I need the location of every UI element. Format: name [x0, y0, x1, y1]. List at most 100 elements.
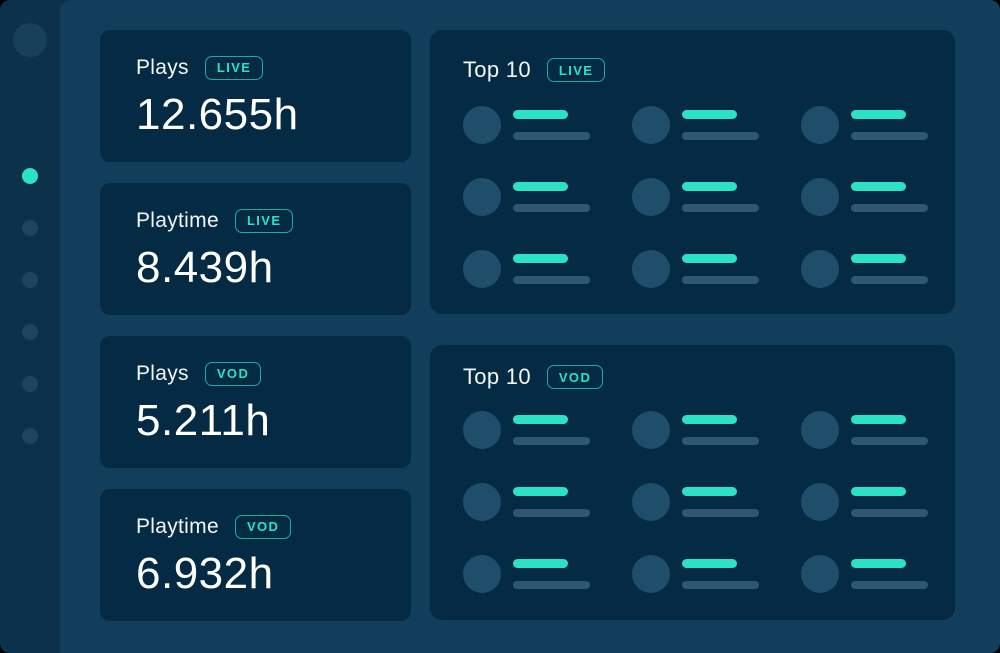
text-bars-placeholder [851, 254, 928, 284]
sidebar-nav-dot[interactable] [22, 428, 38, 444]
title-bar-placeholder [851, 182, 906, 191]
subtitle-bar-placeholder [851, 204, 928, 212]
avatar-placeholder [463, 178, 501, 216]
top10-vod-panel: Top 10 VOD [430, 345, 955, 620]
text-bars-placeholder [851, 110, 928, 140]
top10-item-placeholder [801, 106, 929, 144]
title-bar-placeholder [682, 110, 737, 119]
panel-title: Top 10 [463, 364, 531, 389]
text-bars-placeholder [513, 182, 590, 212]
vod-badge: VOD [546, 365, 604, 389]
avatar-placeholder [632, 483, 670, 521]
subtitle-bar-placeholder [851, 509, 928, 517]
text-bars-placeholder [682, 559, 759, 589]
title-bar-placeholder [513, 254, 568, 263]
top10-item-placeholder [632, 483, 760, 521]
top10-item-placeholder [801, 250, 929, 288]
top10-item-placeholder [463, 178, 591, 216]
title-bar-placeholder [513, 182, 568, 191]
stat-value: 12.655h [136, 89, 299, 139]
stat-label: Plays [136, 361, 189, 385]
stat-card-plays-live: Plays LIVE 12.655h [100, 30, 411, 162]
title-bar-placeholder [851, 487, 906, 496]
text-bars-placeholder [682, 415, 759, 445]
title-bar-placeholder [682, 182, 737, 191]
avatar-placeholder [463, 555, 501, 593]
top10-item-placeholder [632, 178, 760, 216]
text-bars-placeholder [851, 559, 928, 589]
stat-card-header: Plays LIVE [136, 55, 411, 80]
subtitle-bar-placeholder [682, 132, 759, 140]
top10-item-placeholder [801, 483, 929, 521]
avatar-placeholder [801, 178, 839, 216]
avatar-placeholder [632, 411, 670, 449]
avatar-placeholder [632, 555, 670, 593]
avatar-placeholder [801, 555, 839, 593]
avatar-placeholder [801, 250, 839, 288]
avatar-placeholder [463, 106, 501, 144]
main-content: Plays LIVE 12.655h Playtime LIVE 8.439h … [60, 0, 1000, 653]
sidebar-nav-dot[interactable] [22, 376, 38, 392]
top10-live-panel: Top 10 LIVE [430, 30, 955, 314]
top10-live-grid [463, 106, 929, 288]
top10-item-placeholder [632, 411, 760, 449]
subtitle-bar-placeholder [513, 132, 590, 140]
subtitle-bar-placeholder [851, 132, 928, 140]
avatar-placeholder [463, 483, 501, 521]
panel-title: Top 10 [463, 57, 531, 82]
stat-value: 5.211h [136, 395, 271, 445]
text-bars-placeholder [682, 110, 759, 140]
text-bars-placeholder [851, 415, 928, 445]
title-bar-placeholder [682, 487, 737, 496]
stat-label: Plays [136, 55, 189, 79]
stat-card-header: Plays VOD [136, 361, 411, 386]
stat-card-header: Playtime VOD [136, 514, 411, 539]
top10-item-placeholder [463, 411, 591, 449]
stat-card-plays-vod: Plays VOD 5.211h [100, 336, 411, 468]
stat-label: Playtime [136, 208, 219, 232]
avatar-placeholder [632, 106, 670, 144]
avatar-placeholder [632, 178, 670, 216]
title-bar-placeholder [851, 254, 906, 263]
logo-avatar[interactable] [13, 23, 47, 57]
subtitle-bar-placeholder [851, 581, 928, 589]
sidebar-nav-dot-active[interactable] [22, 168, 38, 184]
avatar-placeholder [801, 106, 839, 144]
text-bars-placeholder [851, 487, 928, 517]
subtitle-bar-placeholder [682, 276, 759, 284]
stat-card-playtime-vod: Playtime VOD 6.932h [100, 489, 411, 621]
text-bars-placeholder [513, 415, 590, 445]
text-bars-placeholder [682, 254, 759, 284]
subtitle-bar-placeholder [682, 437, 759, 445]
sidebar-nav [22, 168, 38, 444]
title-bar-placeholder [513, 110, 568, 119]
subtitle-bar-placeholder [513, 276, 590, 284]
sidebar-nav-dot[interactable] [22, 220, 38, 236]
subtitle-bar-placeholder [513, 581, 590, 589]
sidebar [0, 0, 60, 653]
text-bars-placeholder [682, 487, 759, 517]
sidebar-nav-dot[interactable] [22, 324, 38, 340]
subtitle-bar-placeholder [682, 204, 759, 212]
avatar-placeholder [632, 250, 670, 288]
top10-item-placeholder [463, 106, 591, 144]
avatar-placeholder [801, 411, 839, 449]
title-bar-placeholder [513, 415, 568, 424]
top10-item-placeholder [463, 483, 591, 521]
top10-item-placeholder [801, 178, 929, 216]
stat-card-playtime-live: Playtime LIVE 8.439h [100, 183, 411, 315]
panel-header: Top 10 LIVE [463, 57, 606, 83]
top10-item-placeholder [801, 555, 929, 593]
subtitle-bar-placeholder [682, 509, 759, 517]
sidebar-nav-dot[interactable] [22, 272, 38, 288]
top10-item-placeholder [801, 411, 929, 449]
text-bars-placeholder [682, 182, 759, 212]
vod-badge: VOD [204, 361, 262, 386]
text-bars-placeholder [851, 182, 928, 212]
text-bars-placeholder [513, 254, 590, 284]
title-bar-placeholder [682, 254, 737, 263]
stat-card-header: Playtime LIVE [136, 208, 411, 233]
subtitle-bar-placeholder [851, 276, 928, 284]
vod-badge: VOD [234, 514, 292, 539]
title-bar-placeholder [851, 559, 906, 568]
